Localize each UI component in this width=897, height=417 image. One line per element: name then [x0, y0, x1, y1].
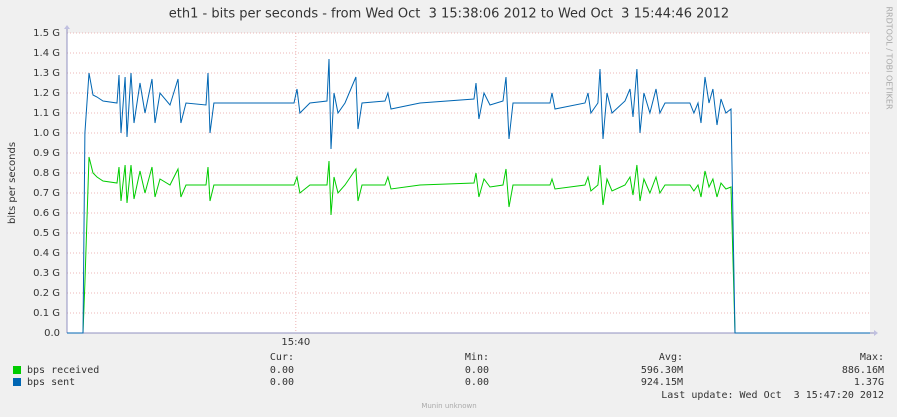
x-tick-label: 15:40 [281, 337, 310, 348]
stat-header: Max: [860, 352, 884, 363]
footer: Munin unknown [421, 402, 476, 410]
y-tick-label: 0.3 G [33, 268, 60, 279]
legend-label: bps sent [27, 377, 75, 388]
y-axis-label: bits per seconds [7, 142, 18, 224]
y-tick-label: 1.0 G [33, 128, 60, 139]
y-tick-label: 0.9 G [33, 148, 60, 159]
axis-arrow [64, 25, 70, 29]
y-tick-label: 1.4 G [33, 48, 60, 59]
stat-value: 0.00 [270, 377, 294, 388]
stat-value: 596.30M [641, 365, 683, 376]
stat-header: Cur: [270, 352, 294, 363]
series-line [67, 58, 870, 334]
y-tick-label: 1.2 G [33, 88, 60, 99]
y-tick-label: 0.4 G [33, 248, 60, 259]
series-line [67, 156, 870, 334]
y-tick-label: 0.8 G [33, 168, 60, 179]
y-tick-label: 1.5 G [33, 28, 60, 39]
y-tick-label: 0.5 G [33, 228, 60, 239]
y-tick-label: 0.0 [44, 328, 60, 339]
y-tick-label: 1.3 G [33, 68, 60, 79]
y-tick-label: 1.1 G [33, 108, 60, 119]
side-text: RRDTOOL / TOBI OETIKER [885, 6, 894, 109]
y-tick-label: 0.6 G [33, 208, 60, 219]
stat-header: Avg: [659, 352, 683, 363]
legend-swatch [13, 366, 21, 374]
stat-value: 1.37G [854, 377, 884, 388]
legend-label: bps received [27, 365, 99, 376]
stat-value: 0.00 [465, 377, 489, 388]
y-tick-label: 0.7 G [33, 188, 60, 199]
last-update: Last update: Wed Oct 3 15:47:20 2012 [661, 390, 884, 401]
stat-value: 0.00 [270, 365, 294, 376]
stat-header: Min: [465, 352, 489, 363]
chart-title: eth1 - bits per seconds - from Wed Oct 3… [169, 7, 729, 22]
stat-value: 0.00 [465, 365, 489, 376]
stat-value: 886.16M [842, 365, 884, 376]
y-tick-label: 0.1 G [33, 308, 60, 319]
y-tick-label: 0.2 G [33, 288, 60, 299]
axis-arrow [874, 330, 878, 336]
legend-swatch [13, 378, 21, 386]
stat-value: 924.15M [641, 377, 683, 388]
